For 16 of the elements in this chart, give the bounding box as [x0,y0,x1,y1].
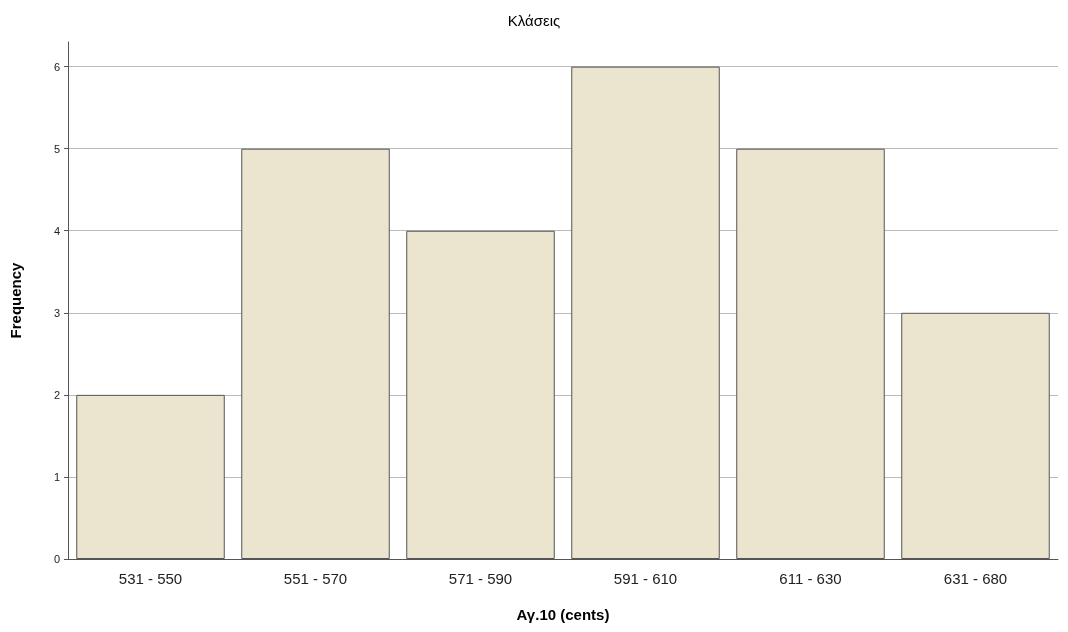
x-tick-label: 531 - 550 [118,570,183,587]
chart-title: Κλάσεις [507,12,561,29]
x-tick-label: 551 - 570 [283,570,348,587]
y-tick-label: 1 [53,470,60,483]
y-tick-label: 4 [53,224,60,237]
y-tick-label: 6 [53,60,60,73]
y-tick-label: 3 [53,306,60,319]
y-axis-title: Frequency [7,261,24,339]
y-tick-label: 5 [53,142,60,155]
x-axis-title: Αγ.10 (cents) [516,606,610,623]
x-tick-label: 591 - 610 [613,570,678,587]
x-tick-label: 571 - 590 [448,570,513,587]
x-tick-label: 631 - 680 [943,570,1008,587]
x-tick-label: 611 - 630 [779,570,842,587]
y-tick-label: 2 [53,388,60,401]
y-tick-label: 0 [53,553,60,565]
